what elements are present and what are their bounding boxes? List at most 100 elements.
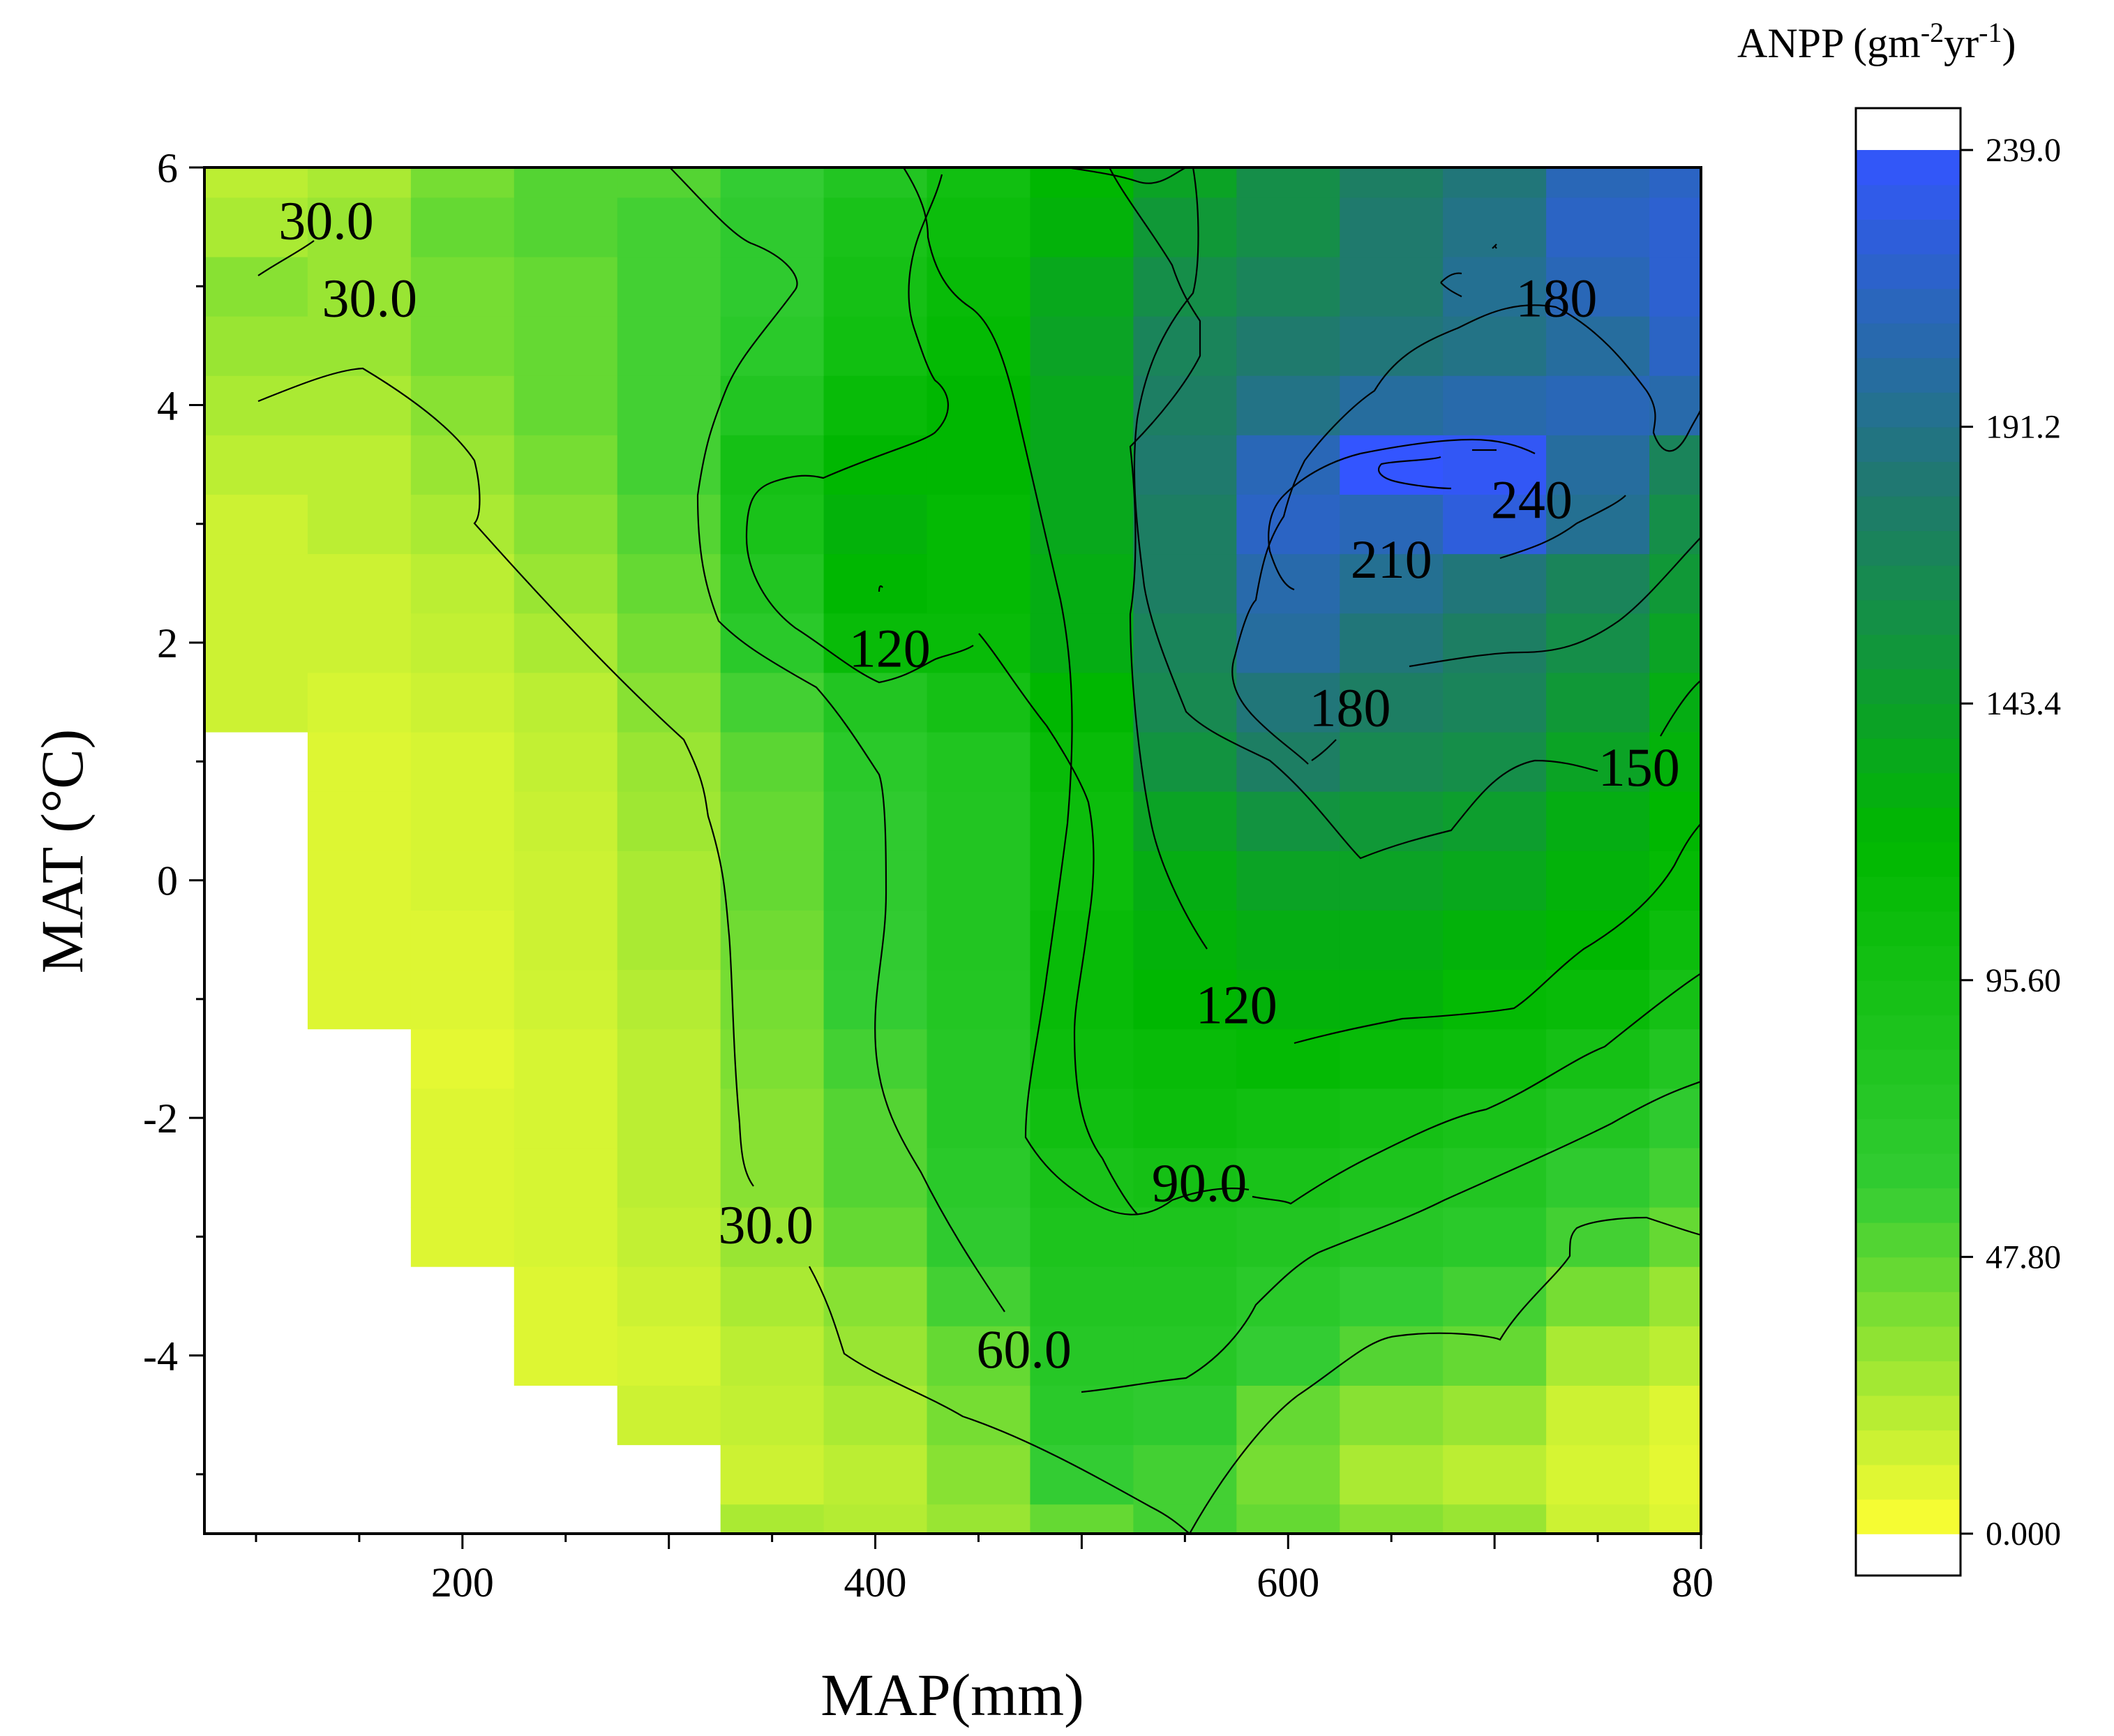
heat-cell	[1030, 1206, 1134, 1267]
heat-cell	[204, 315, 308, 376]
heat-cell	[1546, 197, 1650, 257]
heat-cell	[1030, 969, 1134, 1030]
heat-cell	[1340, 315, 1444, 376]
contour-lines	[257, 167, 1701, 1534]
heat-cell	[1649, 1266, 1701, 1326]
heat-cell	[1030, 167, 1134, 198]
heat-cell	[927, 1326, 1031, 1386]
heat-cell	[823, 613, 928, 673]
contour-label: 120	[1196, 974, 1277, 1035]
heat-cell	[1443, 256, 1547, 317]
heat-cell	[513, 1266, 618, 1326]
heat-cell	[1030, 197, 1134, 257]
heat-cell	[617, 315, 721, 376]
heat-cell	[1546, 167, 1650, 198]
heat-cell	[720, 197, 825, 257]
contour-line-30-upper	[257, 240, 315, 276]
heat-cell	[307, 851, 412, 911]
colorbar-band	[1856, 219, 1961, 255]
contour-line-180-small	[1440, 244, 1497, 297]
heat-cell	[1546, 969, 1650, 1030]
heat-cell	[927, 1028, 1031, 1089]
colorbar-band	[1856, 841, 1961, 877]
heat-cell	[927, 167, 1031, 198]
heat-cell	[617, 910, 721, 971]
heat-cell	[1649, 1444, 1701, 1505]
heat-cell	[1443, 910, 1547, 971]
heat-cell	[410, 851, 515, 911]
heat-cell	[720, 167, 825, 198]
heat-cell	[1546, 435, 1650, 495]
heat-cell	[1236, 613, 1341, 673]
heat-cell	[1443, 1266, 1547, 1326]
heat-cell	[1236, 375, 1341, 435]
colorbar-band	[1856, 357, 1961, 393]
x-axis-title: MAP(mm)	[820, 1661, 1084, 1728]
heat-cell	[720, 1444, 825, 1505]
y-tick-label: -2	[143, 1095, 178, 1142]
heat-cell	[617, 1266, 721, 1326]
heat-cell	[617, 1147, 721, 1208]
heat-cell	[1133, 1206, 1238, 1267]
heat-cell	[1649, 197, 1701, 257]
colorbar-title-mid: yr	[1944, 20, 1979, 66]
heat-cell	[1236, 1088, 1341, 1148]
heat-cell	[1030, 1147, 1134, 1208]
heat-cell	[1443, 1326, 1547, 1386]
heat-cell	[1030, 791, 1134, 851]
heat-cell	[410, 167, 515, 198]
colorbar-band	[1856, 1084, 1961, 1119]
heat-cell	[1236, 672, 1341, 733]
heat-cell	[823, 315, 928, 376]
colorbar-band	[1856, 1153, 1961, 1189]
heat-cell	[204, 167, 308, 198]
heat-cell	[1133, 315, 1238, 376]
colorbar-band	[1856, 911, 1961, 947]
heat-cell	[1649, 1147, 1701, 1208]
heat-cell	[1443, 375, 1547, 435]
heat-cell	[927, 375, 1031, 435]
heat-cell	[1133, 1326, 1238, 1386]
colorbar-tick-label: 239.0	[1986, 132, 2061, 169]
heat-cell	[513, 494, 618, 555]
heat-cell	[1546, 1326, 1650, 1386]
heat-cell	[1546, 256, 1650, 317]
y-tick-label: -4	[143, 1333, 178, 1379]
heat-cell	[1133, 910, 1238, 971]
heat-cell	[720, 1147, 825, 1208]
heat-cell	[617, 553, 721, 614]
heat-cell	[307, 435, 412, 495]
heat-cell	[1649, 672, 1701, 733]
heat-cell	[1546, 1266, 1650, 1326]
heat-cell	[1133, 969, 1238, 1030]
heat-cell	[823, 1206, 928, 1267]
heat-cell	[720, 1088, 825, 1148]
contour-line-120-right	[1294, 823, 1701, 1045]
heat-cell	[1649, 910, 1701, 971]
heat-cell	[823, 672, 928, 733]
heat-cell	[1030, 435, 1134, 495]
heat-cell	[1546, 1385, 1650, 1446]
heat-cell	[720, 494, 825, 555]
heat-cell	[307, 167, 412, 198]
heat-cell	[513, 910, 618, 971]
contour-label: 180	[1515, 267, 1597, 328]
heat-cell	[823, 375, 928, 435]
heat-cell	[823, 731, 928, 792]
heat-cell	[1133, 1147, 1238, 1208]
heat-cell	[720, 1266, 825, 1326]
heat-cell	[720, 1028, 825, 1089]
colorbar-tick-label: 47.80	[1986, 1239, 2061, 1275]
heat-cell	[927, 1147, 1031, 1208]
heat-cell	[1030, 1385, 1134, 1446]
heat-cell	[1133, 494, 1238, 555]
heat-cell	[1443, 791, 1547, 851]
heat-cell	[1443, 435, 1547, 495]
heat-cell	[1340, 672, 1444, 733]
colorbar: 0.000 47.80 95.60 143.4 191.2 239.0	[1854, 107, 2061, 1577]
heat-cell	[307, 672, 412, 733]
heat-cell	[1340, 553, 1444, 614]
heat-cell	[1236, 1266, 1341, 1326]
heat-cell	[927, 672, 1031, 733]
colorbar-tick-label: 0.000	[1986, 1516, 2061, 1552]
